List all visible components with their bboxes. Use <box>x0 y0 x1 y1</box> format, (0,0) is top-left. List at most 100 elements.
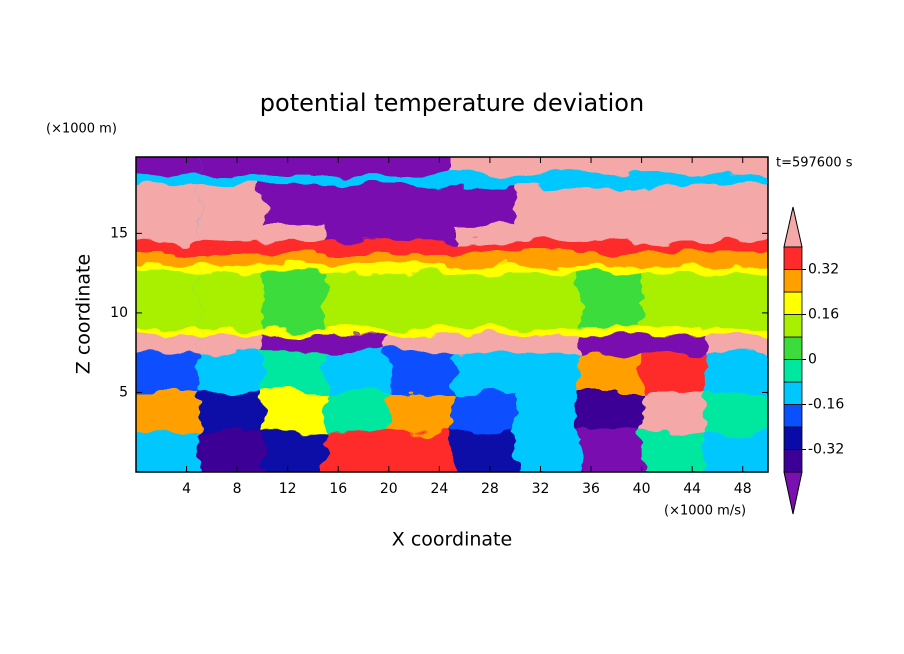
field-cell <box>515 328 579 336</box>
field-cell <box>325 432 390 472</box>
field-cell <box>199 328 263 336</box>
field-cell <box>452 432 516 472</box>
contour-field <box>136 157 768 472</box>
colorbar-segment <box>783 359 803 383</box>
field-cell <box>578 392 643 433</box>
field-cell <box>578 265 643 274</box>
field-cell <box>641 273 706 330</box>
field-cell <box>262 225 327 242</box>
field-cell <box>515 335 579 354</box>
field-cell <box>136 352 200 393</box>
field-cell <box>578 241 643 253</box>
colorbar-segment <box>783 314 803 338</box>
field-cell <box>704 273 768 330</box>
field-cell <box>262 241 327 253</box>
time-label: t=597600 s <box>776 156 853 171</box>
field-cell <box>704 225 768 242</box>
field-cell <box>704 432 768 472</box>
colorbar-extend-high <box>783 206 803 248</box>
field-cell <box>262 335 327 354</box>
field-cell <box>199 352 263 393</box>
field-cell <box>641 241 706 253</box>
field-cell <box>578 225 643 242</box>
x-tick-label: 20 <box>380 481 398 497</box>
x-tick-label: 44 <box>683 481 701 497</box>
field-cell <box>136 432 200 472</box>
field-cell <box>262 392 327 433</box>
field-cell <box>199 392 263 433</box>
field-cell <box>325 392 390 433</box>
field-cell <box>199 157 263 175</box>
field-cell <box>515 241 579 253</box>
field-cell <box>578 157 643 175</box>
field-cell <box>262 432 327 472</box>
field-cell <box>515 225 579 242</box>
field-cell <box>388 225 453 242</box>
field-cell <box>515 157 579 175</box>
x-tick-label: 28 <box>481 481 499 497</box>
field-cell <box>136 392 200 433</box>
x-tick-label: 40 <box>633 481 651 497</box>
field-cell <box>199 252 263 266</box>
y-tick-label: 15 <box>110 225 128 241</box>
colorbar-segment <box>783 404 803 428</box>
field-cell <box>578 273 643 330</box>
colorbar-tick-label: 0 <box>808 352 817 368</box>
field-cell <box>578 185 643 226</box>
x-tick-label: 8 <box>233 481 242 497</box>
field-cell <box>388 265 453 274</box>
field-cell <box>388 392 453 433</box>
field-cell <box>199 335 263 354</box>
colorbar-extend-low <box>783 471 803 515</box>
field-cell <box>578 432 643 472</box>
colorbar-segment <box>783 291 803 315</box>
field-cell <box>452 185 516 226</box>
x-tick-label: 4 <box>182 481 191 497</box>
colorbar-tick-label: -0.16 <box>808 397 844 413</box>
chart-title: potential temperature deviation <box>260 89 644 117</box>
x-tick-label: 16 <box>329 481 347 497</box>
field-cell <box>641 352 706 393</box>
field-cell <box>578 252 643 266</box>
field-cell <box>199 265 263 274</box>
field-cell <box>388 273 453 330</box>
x-tick-label: 48 <box>734 481 752 497</box>
colorbar-segment <box>783 381 803 405</box>
field-cell <box>262 328 327 336</box>
field-cell <box>199 273 263 330</box>
field-cell <box>262 265 327 274</box>
field-cell <box>452 252 516 266</box>
colorbar-segment <box>783 336 803 360</box>
field-cell <box>388 185 453 226</box>
field-cell <box>325 328 390 336</box>
field-cell <box>325 157 390 175</box>
field-cell <box>136 273 200 330</box>
field-cell <box>704 252 768 266</box>
x-axis-label: X coordinate <box>392 529 512 551</box>
colorbar-segment <box>783 426 803 450</box>
colorbar-segment <box>783 246 803 270</box>
field-cell <box>641 185 706 226</box>
field-cell <box>199 241 263 253</box>
field-cell <box>136 328 200 336</box>
field-cell <box>325 225 390 242</box>
field-cell <box>704 185 768 226</box>
field-cell <box>325 185 390 226</box>
field-cell <box>452 335 516 354</box>
field-cell <box>704 335 768 354</box>
field-cell <box>136 241 200 253</box>
x-unit: (×1000 m/s) <box>664 504 746 519</box>
field-cell <box>325 352 390 393</box>
field-cell <box>578 352 643 393</box>
field-cell <box>452 392 516 433</box>
field-cell <box>325 252 390 266</box>
field-cell <box>515 185 579 226</box>
y-tick-label: 5 <box>119 384 128 400</box>
colorbar-segment <box>783 269 803 293</box>
y-tick-label: 10 <box>110 305 128 321</box>
field-cell <box>136 225 200 242</box>
field-cell <box>262 185 327 226</box>
field-cell <box>388 352 453 393</box>
field-cell <box>578 328 643 336</box>
field-cell <box>452 241 516 253</box>
